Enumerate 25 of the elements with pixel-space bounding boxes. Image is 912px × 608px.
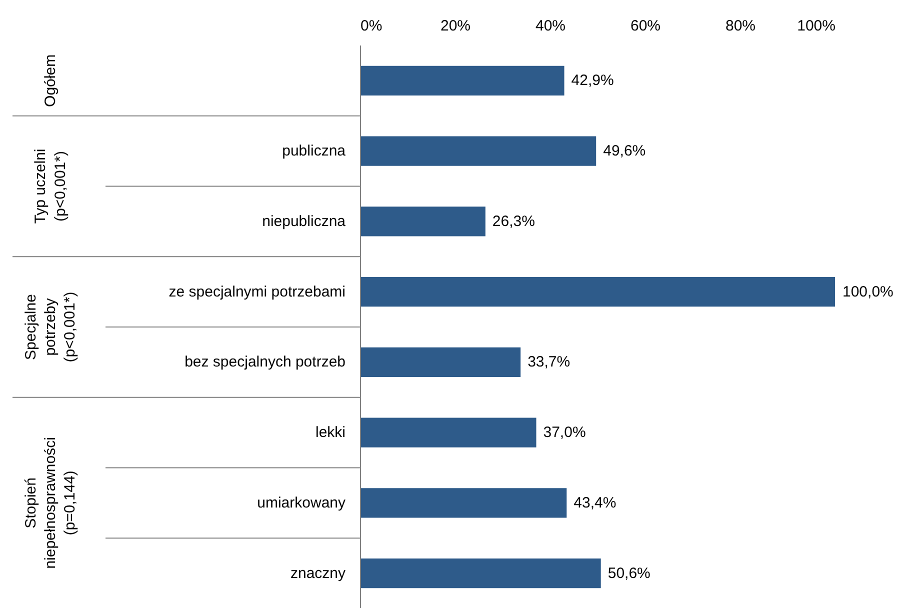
data-label: 43,4% — [574, 494, 616, 512]
x-tick-label: 80% — [725, 18, 756, 34]
text: Specjalne potrzeby (p<0,001*) — [22, 292, 79, 362]
x-tick-label: 0% — [360, 18, 382, 34]
y-tick-label: lekki — [315, 424, 346, 442]
x-tick-label: 20% — [440, 18, 471, 34]
y-tick-label: publiczna — [282, 142, 346, 160]
y-tick-label: niepubliczna — [262, 212, 346, 230]
data-label: 49,6% — [603, 142, 646, 160]
data-label: 100,0% — [842, 283, 894, 300]
text: Typ uczelni (p<0,001*) — [32, 148, 69, 224]
x-tick-label: 60% — [630, 18, 661, 34]
y-tick-label: znaczny — [290, 564, 346, 582]
data-label: 33,7% — [528, 354, 570, 371]
y-tick-label: umiarkowany — [257, 494, 346, 512]
data-label: 42,9% — [571, 72, 614, 90]
x-tick-label: 100% — [797, 18, 836, 34]
data-label: 37,0% — [543, 424, 586, 442]
text: Ogółem — [42, 54, 59, 107]
x-tick-label: 40% — [535, 18, 566, 34]
data-label: 50,6% — [608, 564, 650, 582]
y-tick-label: ze specjalnymi potrzebami — [168, 283, 346, 300]
data-label: 26,3% — [492, 212, 535, 230]
text: Stopień niepełnosprawności (p=0,144) — [22, 437, 79, 569]
y-tick-label: bez specjalnych potrzeb — [184, 354, 346, 371]
